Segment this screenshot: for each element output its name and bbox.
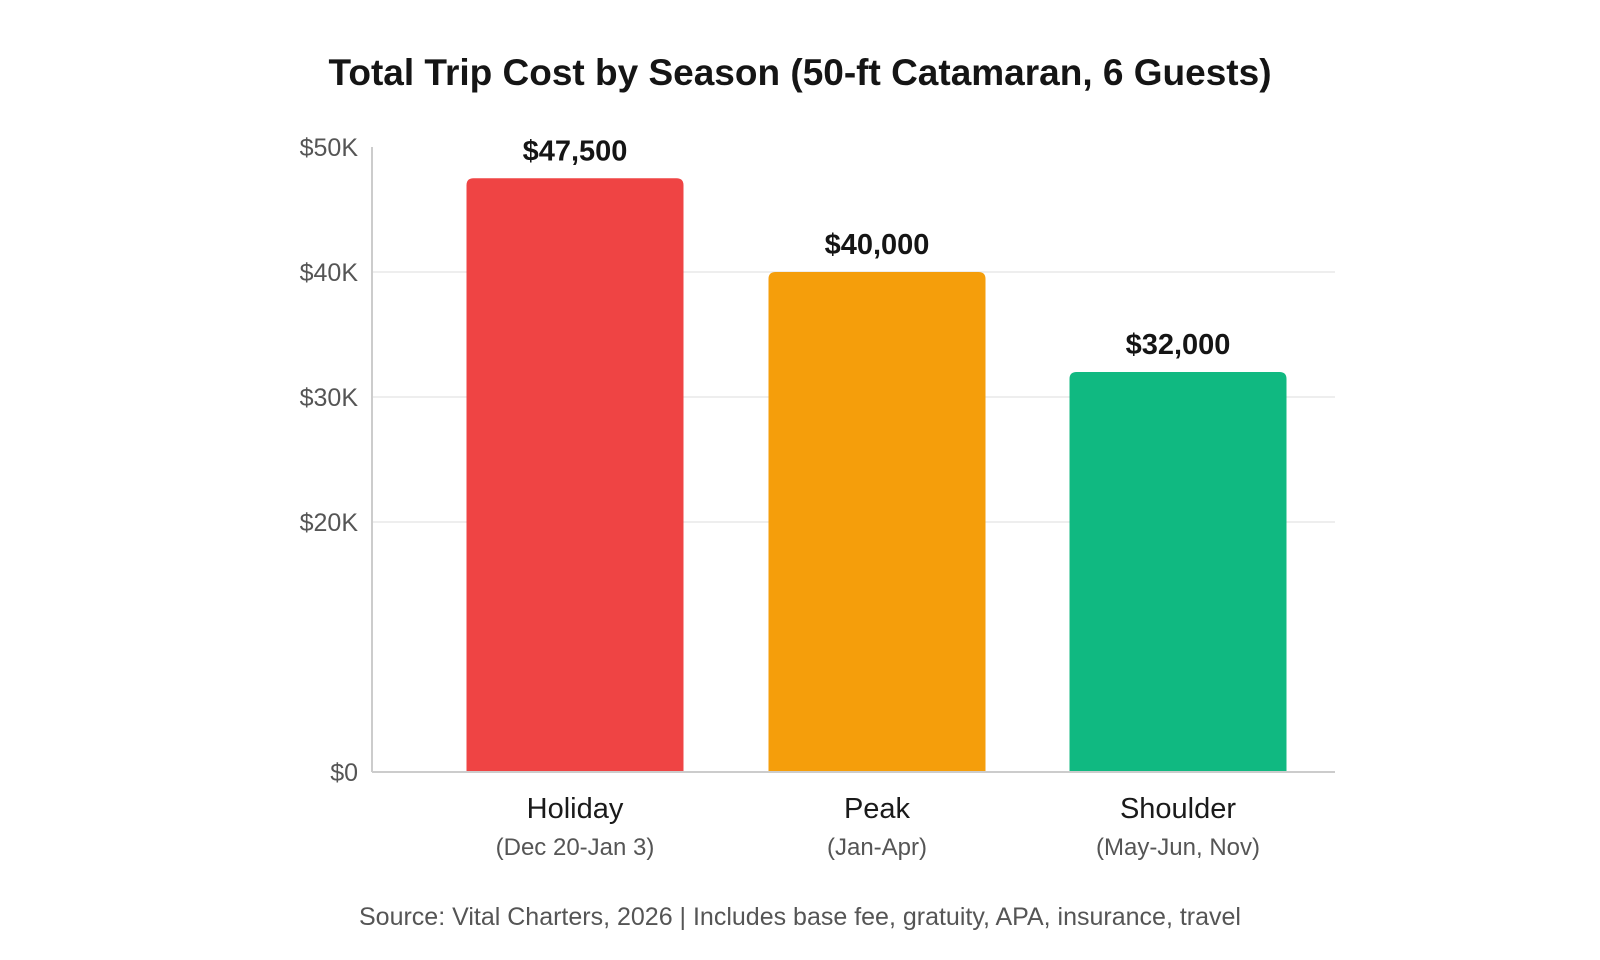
- value-label: $47,500: [523, 135, 628, 167]
- y-tick-label: $40K: [300, 259, 359, 287]
- x-tick-sublabel: (May-Jun, Nov): [1096, 834, 1260, 861]
- bar-peak: [768, 272, 986, 772]
- bar-holiday: [466, 178, 684, 772]
- x-tick-sublabel: (Jan-Apr): [827, 834, 927, 861]
- value-label: $40,000: [825, 229, 930, 261]
- x-tick-label: Peak: [844, 793, 911, 825]
- y-tick-label: $0: [330, 759, 358, 787]
- x-tick-label: Shoulder: [1120, 793, 1236, 825]
- x-tick-label: Holiday: [527, 793, 624, 825]
- value-label: $32,000: [1126, 329, 1231, 361]
- source-note: Source: Vital Charters, 2026 | Includes …: [359, 903, 1241, 931]
- y-tick-label: $30K: [300, 384, 359, 412]
- bar-shoulder: [1069, 372, 1287, 772]
- chart-title: Total Trip Cost by Season (50-ft Catamar…: [328, 52, 1272, 93]
- x-tick-sublabel: (Dec 20-Jan 3): [496, 834, 655, 861]
- y-tick-label: $20K: [300, 509, 359, 537]
- y-tick-label: $50K: [300, 134, 359, 162]
